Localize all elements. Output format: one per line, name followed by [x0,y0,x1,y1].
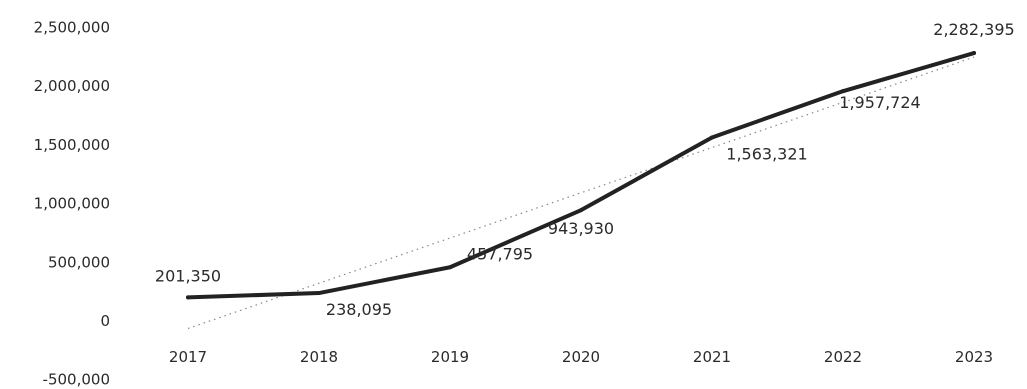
data-label: 2,282,395 [933,20,1014,39]
y-tick-label: 2,000,000 [34,77,110,95]
data-point [448,265,452,270]
y-tick-label: 2,500,000 [34,19,110,37]
data-point [186,295,190,300]
y-tick-label: -500,000 [43,371,110,389]
x-tick-label: 2017 [169,348,207,366]
y-tick-label: 500,000 [48,253,110,271]
x-tick-label: 2018 [300,348,338,366]
data-label: 943,930 [548,219,614,238]
x-axis-tick-labels: 2017 2018 2019 2020 2021 2022 2023 [169,348,993,366]
x-tick-label: 2023 [955,348,993,366]
x-tick-label: 2021 [693,348,731,366]
y-tick-label: 1,500,000 [34,136,110,154]
series-line [186,51,976,300]
data-label: 457,795 [467,244,533,263]
x-tick-label: 2022 [824,348,862,366]
y-tick-label: 0 [100,312,110,330]
y-axis-tick-labels: -500,000 0 500,000 1,000,000 1,500,000 2,000,… [34,19,110,389]
data-point [317,291,321,296]
x-tick-label: 2020 [562,348,600,366]
data-points [186,51,976,300]
data-point [579,208,583,213]
data-point [841,89,845,94]
data-label: 1,957,724 [839,93,920,112]
data-labels: 201,350 238,095 457,795 943,930 1,563,321 1,9… [155,20,1015,319]
data-label: 201,350 [155,266,221,285]
data-label: 1,563,321 [726,144,807,163]
data-label: 238,095 [326,300,392,319]
data-point [710,135,714,140]
trend-line [187,56,975,330]
y-tick-label: 1,000,000 [34,195,110,213]
data-point [972,51,976,56]
x-tick-label: 2019 [431,348,469,366]
